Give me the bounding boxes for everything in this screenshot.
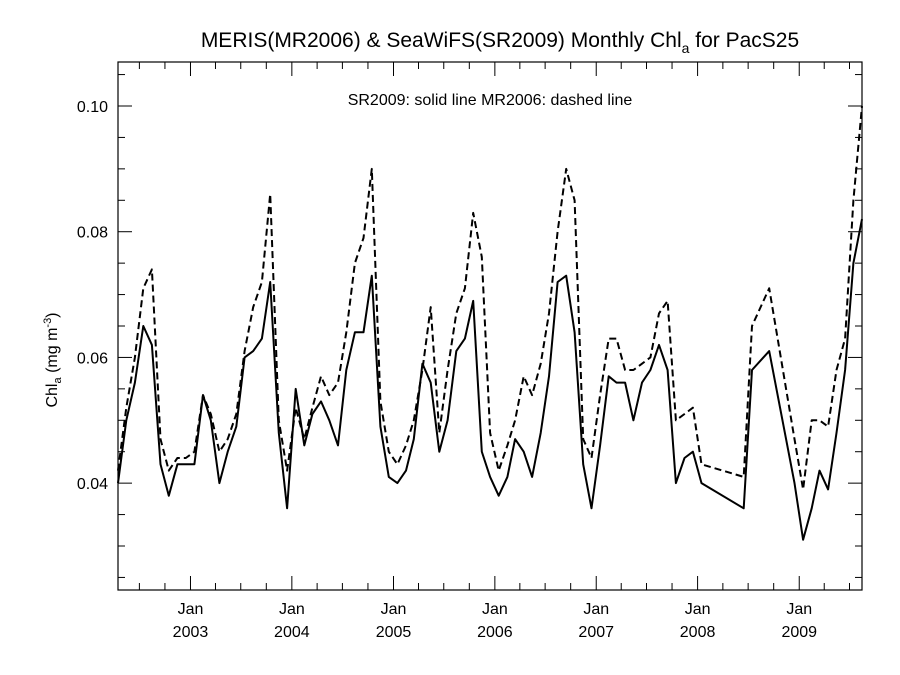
y-axis-label-main: Chl <box>44 384 61 408</box>
x-tick-month-label: Jan <box>685 601 711 618</box>
plot-frame <box>117 61 863 591</box>
y-tick-label: 0.06 <box>77 350 108 367</box>
x-tick-year-label: 2003 <box>173 624 209 641</box>
x-tick-year-label: 2007 <box>578 624 614 641</box>
x-tick-year-label: 2006 <box>477 624 513 641</box>
y-axis-label-subscript: a <box>52 377 64 384</box>
series-lines <box>117 105 863 541</box>
x-tick-month-label: Jan <box>786 601 812 618</box>
y-axis-label: Chla (mg m-3) <box>42 312 64 407</box>
y-axis-label-close: ) <box>44 312 61 317</box>
y-tick-label: 0.10 <box>77 99 108 116</box>
chart-title: MERIS(MR2006) & SeaWiFS(SR2009) Monthly … <box>201 29 799 56</box>
y-axis-label-unit: (mg m <box>44 328 61 378</box>
series-line-solid <box>117 218 863 541</box>
x-tick-year-label: 2008 <box>680 624 716 641</box>
series-line-dashed <box>117 105 863 491</box>
legend-annotation: SR2009: solid line MR2006: dashed line <box>348 92 633 109</box>
y-axis: 0.04 0.06 0.08 0.10 <box>77 99 862 493</box>
x-tick-month-label: Jan <box>178 601 204 618</box>
x-tick-year-label: 2005 <box>376 624 412 641</box>
x-axis: Jan 2003 Jan 2004 Jan 2005 Jan 2006 Jan 2007 Jan 20… <box>173 62 817 641</box>
chart-title-main: MERIS(MR2006) & SeaWiFS(SR2009) Monthly … <box>201 29 682 52</box>
y-tick-label: 0.08 <box>77 225 108 242</box>
x-tick-month-label: Jan <box>279 601 305 618</box>
minor-ticks <box>118 62 862 590</box>
x-tick-month-label: Jan <box>583 601 609 618</box>
plot-area: 0.040.060.080.10 Jan2003Jan2004Jan2005Ja… <box>77 61 863 641</box>
x-tick-year-label: 2004 <box>274 624 310 641</box>
chart-title-tail: for PacS25 <box>689 29 799 52</box>
x-tick-month-label: Jan <box>381 601 407 618</box>
chart-title-subscript: a <box>682 40 690 56</box>
y-tick-label: 0.04 <box>77 476 108 493</box>
y-axis-label-superscript: -3 <box>42 318 54 328</box>
x-tick-year-label: 2009 <box>781 624 817 641</box>
x-tick-month-label: Jan <box>482 601 508 618</box>
